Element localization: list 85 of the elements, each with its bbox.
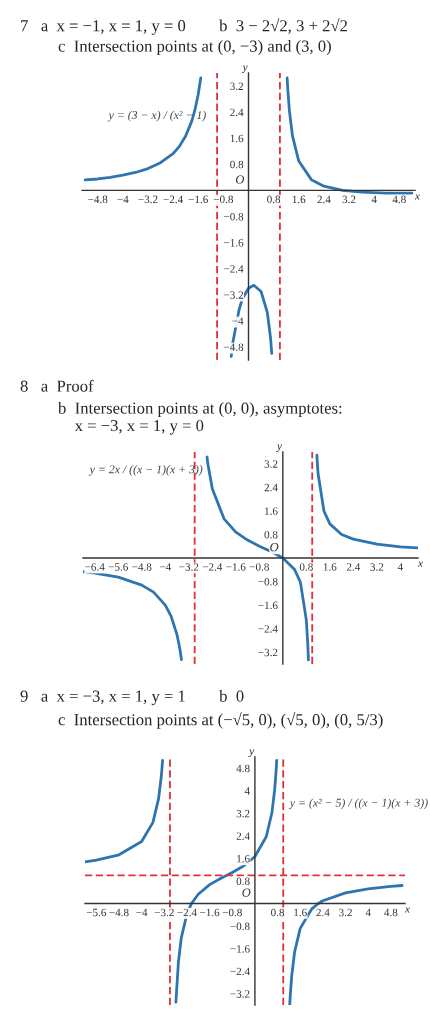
x-tick-label: −4.8 (132, 563, 152, 571)
x-tick-label: 3.2 (342, 195, 356, 204)
y-tick-label: 0.8 (236, 877, 250, 886)
annotation: O (270, 542, 279, 552)
y-tick-label: 3.2 (264, 460, 278, 468)
x-tick-label: 4 (365, 908, 371, 917)
y-tick-label: −4.8 (224, 343, 244, 351)
y-tick-label: −1.6 (258, 601, 278, 610)
x-tick-label: −4 (159, 563, 172, 571)
x-tick-label: 3.2 (370, 563, 384, 571)
y-tick-label: 1.6 (265, 507, 278, 515)
x-tick-label: −6.4 (85, 563, 105, 571)
y-tick-label: −3.2 (258, 648, 278, 657)
line-series (315, 453, 418, 550)
x-tick-label: −0.8 (249, 563, 269, 571)
x-tick-label: −1.6 (200, 908, 220, 917)
line-series (285, 76, 414, 195)
x-tick-label: −2.4 (163, 195, 184, 204)
y-tick-label: 1.6 (230, 134, 244, 143)
x-tick-label: 2.4 (316, 908, 330, 917)
x-tick-label: 0.8 (271, 908, 285, 917)
x-tick-label: −5.6 (86, 908, 107, 917)
x-tick-label: 4 (371, 195, 377, 203)
y-tick-label: −3.2 (230, 990, 250, 998)
x-tick-label: −3.2 (179, 563, 199, 571)
annotation: y = (x² − 5) / ((x − 1)(x + 3)) (288, 798, 428, 810)
y-axis-title: y (276, 444, 282, 452)
x-tick-label: −0.8 (213, 195, 234, 204)
x-tick-label: −1.6 (188, 195, 208, 204)
x-tick-label: −3.2 (138, 195, 158, 204)
y-tick-label: −1.6 (224, 239, 244, 247)
y-tick-label: 2.4 (264, 483, 278, 492)
line-series (288, 884, 404, 1005)
y-axis-title: y (241, 65, 248, 73)
y-tick-label: −3.2 (224, 291, 244, 299)
y-tick-label: 2.4 (236, 832, 250, 840)
x-tick-label: 4.8 (392, 195, 406, 204)
x-tick-label: 1.6 (323, 563, 337, 571)
chart-title: 9 a x = −3, x = 1, y = 1 b 0 (20, 690, 244, 706)
x-axis-title: x (417, 561, 423, 567)
y-tick-label: −0.8 (258, 578, 278, 586)
line-series (83, 570, 183, 661)
y-tick-label: −1.6 (230, 945, 250, 953)
x-tick-label: −4.8 (88, 195, 108, 204)
chart-title: 8 a Proof (20, 379, 94, 392)
x-tick-label: −4 (117, 195, 129, 203)
y-tick-label: 4 (244, 787, 250, 795)
y-tick-label: 0.8 (230, 160, 244, 169)
chart-subtitle: b Intersection points at (0, 0), asymptotes: x = −3, x = 1, y = 0 (58, 402, 342, 435)
y-tick-label: −2.4 (258, 625, 278, 633)
y-tick-label: 4.8 (236, 764, 250, 773)
x-axis-title: x (414, 194, 420, 200)
x-tick-label: −3.2 (154, 908, 174, 917)
x-tick-label: 4.8 (384, 908, 398, 917)
y-tick-label: −0.8 (224, 212, 244, 221)
y-tick-label: −2.4 (230, 967, 250, 976)
chart-subtitle: c Intersection points at (0, −3) and (3, 0) (58, 40, 331, 56)
chart-subtitle: c Intersection points at (−√5, 0), (√5, 0), (0, 5/3) (58, 712, 383, 729)
y-tick-label: −4 (232, 317, 244, 325)
x-tick-label: 4 (397, 563, 403, 571)
x-tick-label: −4 (136, 908, 148, 917)
x-tick-label: 1.6 (294, 908, 307, 917)
line-series (85, 758, 164, 864)
annotation: y = (3 − x) / (x² − 1) (107, 110, 206, 122)
y-tick-label: 2.4 (230, 108, 244, 117)
x-tick-label: 2.4 (346, 563, 361, 571)
y-tick-label: 3.2 (230, 82, 244, 91)
y-tick-label: −2.4 (224, 265, 244, 273)
y-tick-label: 0.8 (264, 530, 278, 539)
x-tick-label: 2.4 (317, 195, 331, 204)
x-tick-label: 1.6 (292, 195, 306, 204)
annotation: O (235, 175, 245, 184)
x-tick-label: −5.6 (108, 563, 129, 571)
y-tick-label: 1.6 (237, 854, 250, 863)
y-axis-title: y (248, 749, 255, 757)
x-axis-title: x (404, 907, 410, 913)
y-tick-label: −0.8 (230, 922, 250, 931)
annotation: y = 2x / ((x − 1)(x + 3)) (88, 465, 203, 476)
x-tick-label: −4.8 (109, 908, 129, 917)
x-tick-label: −2.4 (202, 563, 223, 571)
annotation: O (242, 888, 251, 897)
chart-title: 7 a x = −1, x = 1, y = 0 b 3 − 2√2, 3 + 2√2 (21, 18, 347, 35)
y-tick-label: 3.2 (236, 809, 250, 818)
x-tick-label: 3.2 (339, 908, 352, 917)
x-tick-label: 0.8 (299, 563, 313, 571)
